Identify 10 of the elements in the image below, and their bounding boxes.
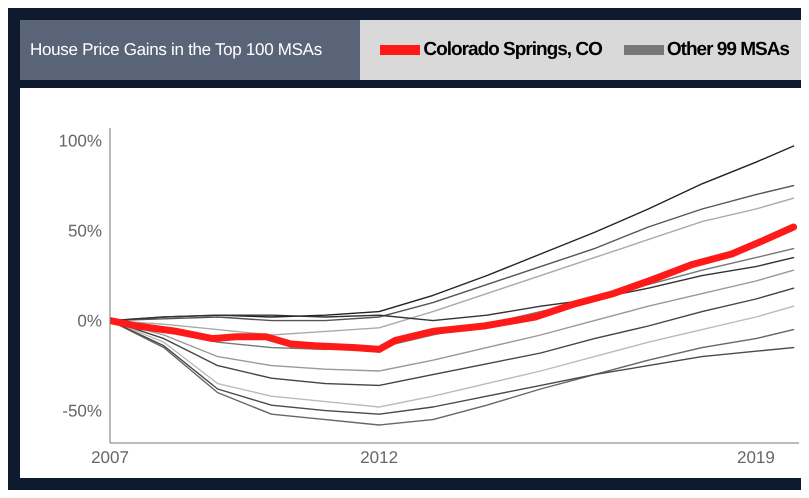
chart-title: House Price Gains in the Top 100 MSAs <box>20 20 360 80</box>
x-tick-label: 2007 <box>91 448 129 468</box>
y-tick-label: 0% <box>77 312 102 331</box>
y-tick-label: -50% <box>62 402 102 421</box>
legend-label: Other 99 MSAs <box>666 39 789 61</box>
y-tick-label: 50% <box>68 222 102 241</box>
x-tick-label: 2012 <box>360 448 398 468</box>
y-tick-label: 100% <box>58 132 102 151</box>
legend-label: Colorado Springs, CO <box>423 39 602 61</box>
x-tick-label: 2019 <box>737 448 775 468</box>
